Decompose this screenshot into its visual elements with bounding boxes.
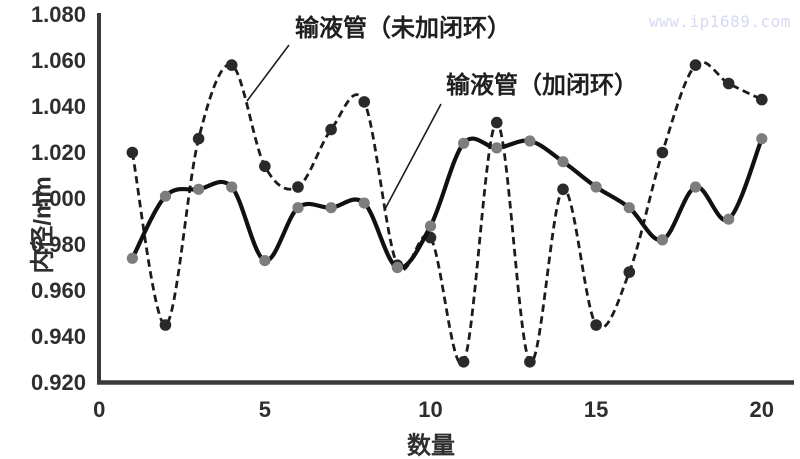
series-no-loop-marker [159,319,172,331]
x-tick-label: 0 [93,397,105,422]
series-loop-marker [391,261,403,274]
x-tick-label: 15 [584,397,608,422]
series-loop-marker [325,202,337,214]
series-no-loop-marker [325,123,337,136]
y-tick-label: 1.060 [31,48,86,73]
series-no-loop-marker [292,181,304,193]
series-no-loop-marker [225,59,238,71]
series-no-loop-marker [722,77,735,90]
series-no-loop-marker [590,319,602,331]
y-tick-label: 0.920 [31,370,86,395]
series-loop-marker [689,181,702,193]
series-loop-marker [723,213,735,225]
x-tick-label: 20 [750,397,774,422]
legend-pointer-line-series-no-loop [246,44,290,102]
x-tick-label: 5 [259,397,271,422]
series-loop-marker [126,252,138,264]
series-no-loop-marker [656,146,669,159]
watermark: www.ip1689.com [649,12,791,31]
series-loop-marker [358,197,370,209]
legend-label-series-no-loop: 输液管（未加闭环） [295,16,511,42]
series-no-loop-marker [756,93,768,106]
series-no-loop-marker [524,356,536,368]
series-loop-marker [590,181,602,193]
series-loop-marker [524,135,536,147]
series-loop-marker [458,137,470,149]
y-tick-label: 0.960 [31,278,86,303]
series-no-loop-marker [490,116,503,129]
series-loop-marker [623,202,635,214]
series-loop-marker [259,255,271,267]
series-no-loop-marker [623,266,636,278]
series-no-loop-line [130,60,763,366]
y-tick-label: 0.980 [31,232,86,257]
series-loop-marker [159,190,172,202]
series-loop-marker [557,156,569,168]
series-no-loop-marker [457,356,470,368]
y-tick-label: 1.000 [31,186,86,211]
series-no-loop-marker [689,59,702,71]
series-loop-marker [292,202,304,214]
y-tick-label: 1.020 [31,140,86,165]
series-no-loop-marker [259,160,271,173]
series-loop-marker [424,220,437,232]
x-axis-title: 数量 [407,432,455,459]
y-tick-label: 1.040 [31,94,86,119]
series-loop-marker [756,133,768,145]
series-loop-marker [656,234,669,246]
legend-pointer-line-series-loop [383,103,442,212]
x-tick-label: 10 [418,397,442,422]
legend-label-series-loop: 输液管（加闭环） [446,73,638,99]
series-loop-marker [192,183,205,195]
series-no-loop-marker [557,183,569,196]
series-no-loop-marker [358,96,371,108]
y-tick-label: 0.940 [31,324,86,349]
y-tick-label: 1.080 [31,2,86,27]
series-loop-line [130,136,764,270]
series-loop-marker [226,181,238,193]
series-loop-marker [491,142,503,154]
series-no-loop-marker [126,146,139,159]
series-no-loop-marker [192,132,205,145]
y-axis-title: 内径/mm [29,176,57,274]
